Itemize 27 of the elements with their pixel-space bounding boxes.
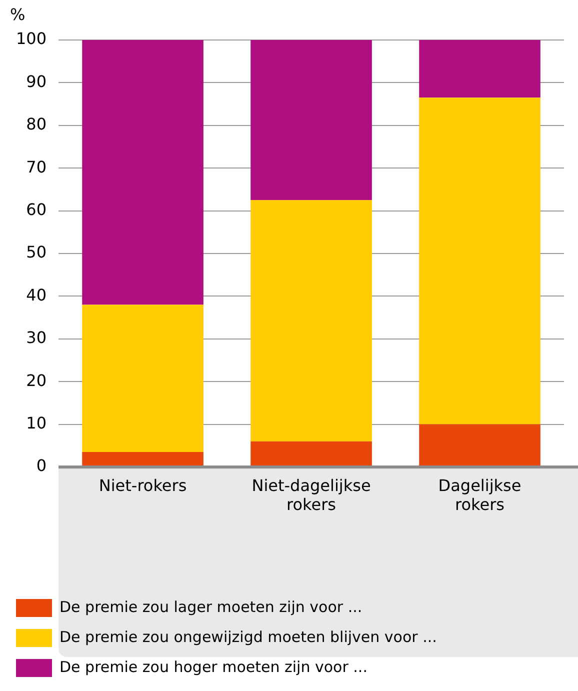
y-tick-label: 80 xyxy=(26,114,47,134)
legend-label: De premie zou hoger moeten zijn voor ... xyxy=(60,658,368,676)
y-tick-label: 100 xyxy=(16,29,47,48)
bar xyxy=(419,424,540,466)
y-tick-label: 30 xyxy=(26,328,47,348)
y-tick-label: 60 xyxy=(26,200,47,219)
bar xyxy=(250,40,372,200)
y-tick-label: 70 xyxy=(26,157,47,176)
x-tick-label: Niet-dagelijkse rokers xyxy=(252,476,371,514)
bar xyxy=(419,40,540,98)
bar xyxy=(250,200,372,442)
y-tick-label: 40 xyxy=(26,285,47,304)
legend-label: De premie zou ongewijzigd moeten blijven voor ... xyxy=(60,628,437,646)
bar xyxy=(419,98,540,424)
x-tick-label: Dagelijkse rokers xyxy=(438,476,522,514)
y-tick-label: 10 xyxy=(26,413,47,432)
bar xyxy=(250,441,372,466)
bar xyxy=(82,452,204,466)
legend-label: De premie zou lager moeten zijn voor ... xyxy=(60,598,362,616)
y-axis-title: % xyxy=(10,5,26,24)
y-tick-label: 50 xyxy=(26,242,47,262)
bar xyxy=(82,40,204,305)
y-tick-label: 20 xyxy=(26,370,47,390)
y-tick-label: 90 xyxy=(26,72,47,91)
x-tick-label: Niet-rokers xyxy=(98,476,187,495)
y-tick-label: 0 xyxy=(36,456,47,476)
bar xyxy=(82,304,204,452)
